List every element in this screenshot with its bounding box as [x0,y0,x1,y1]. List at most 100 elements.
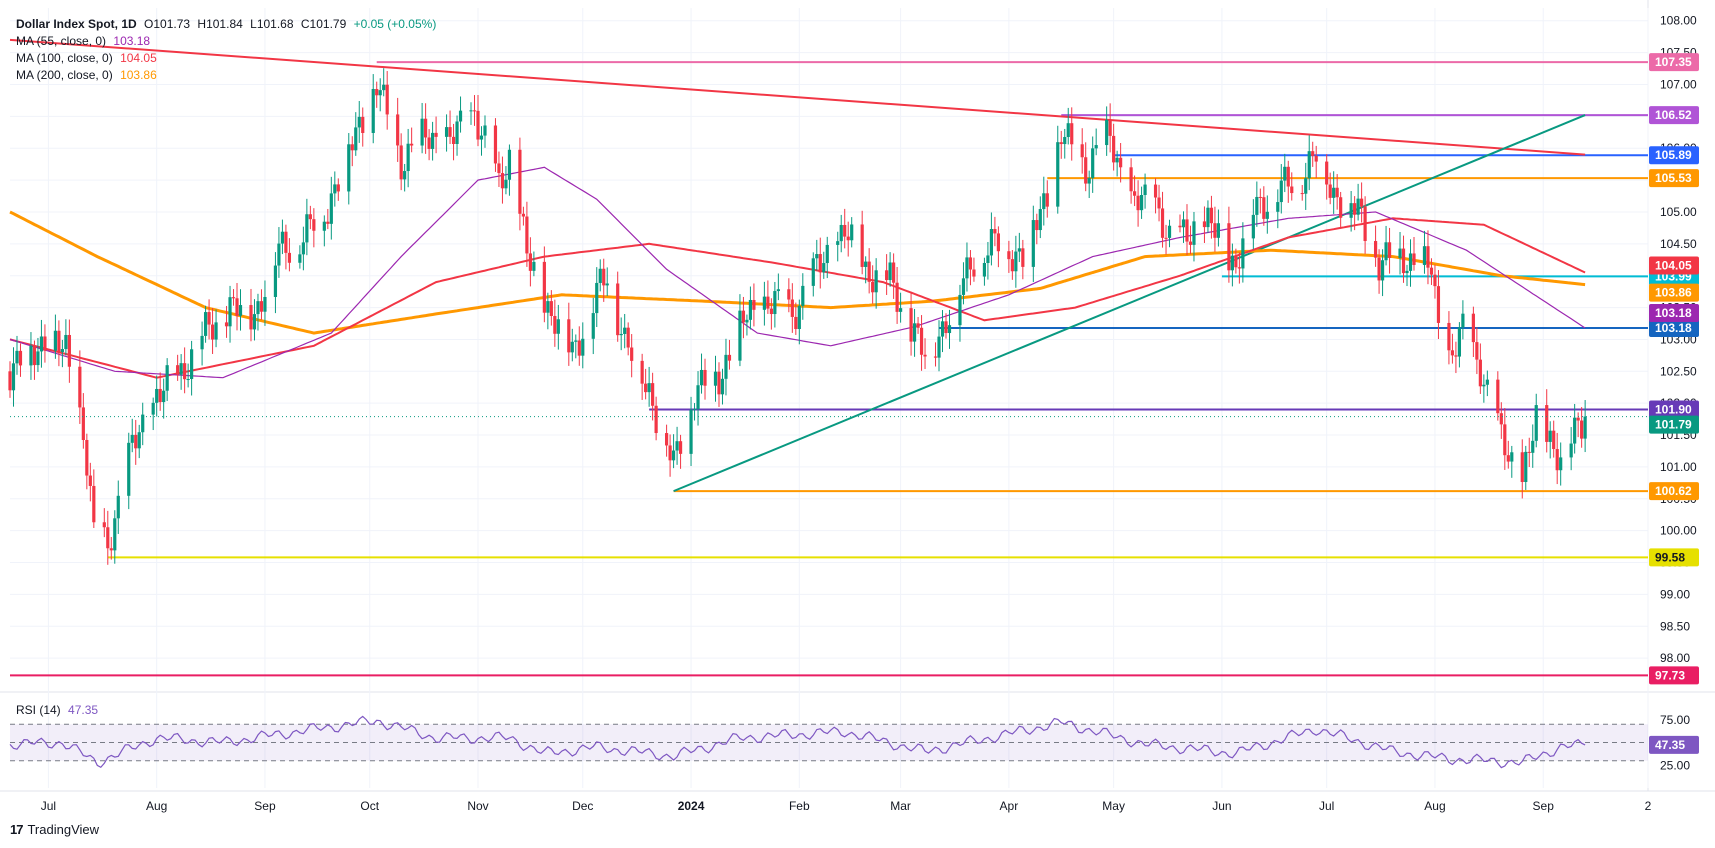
candle-body [773,291,777,315]
candle-body [424,118,428,138]
indicator-price-tag-label: 104.05 [1655,259,1692,273]
candle-body [542,261,546,313]
candle-body [451,136,456,145]
candles-group [8,68,1587,565]
candle-body [1356,198,1360,215]
candle-body [1202,221,1207,228]
candle-body [1545,405,1549,442]
rsi-value-tag-label: 47.35 [1655,738,1685,752]
candle-body [78,366,82,408]
candle-body [1580,420,1584,439]
candle-body [602,268,606,286]
candle-body [483,125,487,136]
candle-body [298,254,302,263]
candle-body [64,334,68,350]
candle-body [811,258,815,286]
candle-body [32,345,37,366]
candle-body [1157,197,1161,209]
y-tick-label: 101.00 [1660,460,1697,474]
rsi-line [9,715,1586,769]
candle-body [1475,342,1479,360]
rsi-legend: RSI (14) 47.35 [16,703,98,717]
candle-body [448,127,452,137]
candle-body [1412,253,1416,265]
ma200-value: 103.86 [120,68,157,82]
candle-body [570,341,574,353]
candle-body [713,371,718,386]
ma55-value: 103.18 [113,34,151,48]
candle-body [11,363,16,391]
candle-body [567,319,571,353]
candle-body [1482,384,1486,387]
candle-body [546,301,550,313]
candle-body [1552,430,1556,450]
candle-body [43,336,47,351]
candle-body [1059,142,1063,145]
candle-body [1503,424,1507,456]
tradingview-brand[interactable]: 17 TradingView [10,822,99,837]
candle-body [521,213,526,217]
level-price-tag-label: 105.89 [1655,148,1692,162]
candle-body [1339,197,1343,218]
candle-body [116,495,120,519]
candle-body [675,441,679,451]
candle-body [200,335,204,350]
candle-body [1408,253,1413,271]
candle-body [933,356,938,358]
x-tick-label: Sep [254,799,276,813]
candle-body [787,289,791,300]
candle-body [1436,286,1441,323]
candle-body [839,224,843,242]
candle-body [1216,223,1221,238]
candle-body [305,214,309,243]
candle-body [843,224,847,237]
candle-body [577,340,581,356]
level-price-tag [1649,548,1699,567]
level-price-tag [1649,400,1699,419]
rsi-label: RSI (14) [16,703,61,717]
ma200-label: MA (200, close, 0) [16,68,113,82]
candle-body [277,243,281,266]
candle-body [968,257,973,270]
candle-body [1251,214,1255,239]
candle-body [1042,193,1046,210]
candle-body [892,262,896,283]
candle-body [766,296,770,309]
candle-body [549,301,553,317]
candle-body [81,407,85,440]
candle-body [937,336,941,358]
candle-body [720,378,725,395]
candle-body [1108,119,1112,136]
candle-body [727,354,732,361]
candle-body [1380,260,1385,281]
candle-body [1422,246,1427,265]
candle-body [60,349,64,353]
candle-body [301,242,305,255]
x-tick-label: Jul [1319,799,1334,813]
candle-body [801,285,805,306]
candle-body [1311,151,1315,156]
candle-body [1433,274,1437,287]
candle-body [989,229,994,256]
candle-body [1038,209,1042,231]
candle-body [57,330,61,353]
candle-body [29,345,33,366]
candle-body [354,127,358,151]
candle-body [1014,251,1018,272]
y-tick-label: 98.50 [1660,619,1690,633]
candle-body [252,314,257,330]
candle-body [1353,203,1357,215]
level-price-tag-label: 101.90 [1655,403,1692,417]
candle-body [18,350,23,366]
level-price-tag [1649,482,1699,501]
candle-body [623,327,627,334]
ma100-value: 104.05 [120,51,157,65]
candle-body [190,349,194,380]
candle-body [430,132,435,149]
x-tick-label: Aug [146,799,167,813]
x-tick-label: Dec [572,799,593,813]
candle-body [36,351,40,366]
candle-body [500,173,505,189]
x-tick-label: Feb [789,799,810,813]
